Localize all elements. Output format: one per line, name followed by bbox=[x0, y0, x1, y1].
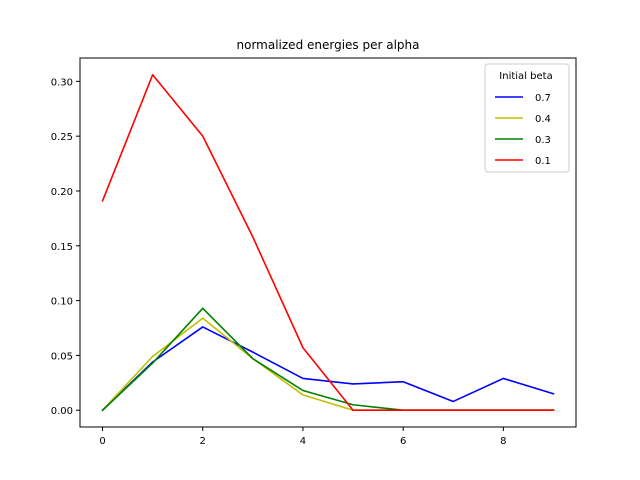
legend-label: 0.1 bbox=[535, 156, 551, 167]
y-tick-label: 0.05 bbox=[51, 351, 73, 362]
legend-label: 0.7 bbox=[535, 93, 551, 104]
x-tick-label: 6 bbox=[400, 436, 406, 447]
y-tick-label: 0.20 bbox=[51, 187, 73, 198]
plot-area bbox=[79, 57, 577, 428]
y-tick-label: 0.00 bbox=[51, 406, 73, 417]
legend-label: 0.3 bbox=[535, 135, 551, 146]
legend-title: Initial beta bbox=[499, 71, 552, 82]
x-tick-label: 0 bbox=[99, 436, 105, 447]
y-tick-label: 0.15 bbox=[51, 242, 73, 253]
y-tick-label: 0.10 bbox=[51, 297, 73, 308]
x-tick-label: 8 bbox=[500, 436, 506, 447]
x-tick-label: 4 bbox=[300, 436, 306, 447]
series-line-0-1 bbox=[101, 73, 555, 412]
series-line-0-7 bbox=[101, 326, 555, 412]
y-tick-label: 0.25 bbox=[51, 132, 73, 143]
series-layer bbox=[101, 73, 555, 412]
axes-frame bbox=[79, 57, 577, 428]
y-axis: 0.00 0.05 0.10 0.15 0.20 0.25 0.30 bbox=[51, 77, 80, 417]
legend-label: 0.4 bbox=[535, 114, 551, 125]
x-axis: 0 2 4 6 8 bbox=[99, 427, 507, 447]
chart-title: normalized energies per alpha bbox=[237, 38, 420, 52]
legend: Initial beta 0.7 0.4 0.3 0.1 bbox=[484, 63, 570, 173]
y-tick-label: 0.30 bbox=[51, 77, 73, 88]
legend-box bbox=[484, 63, 570, 173]
x-tick-label: 2 bbox=[200, 436, 206, 447]
